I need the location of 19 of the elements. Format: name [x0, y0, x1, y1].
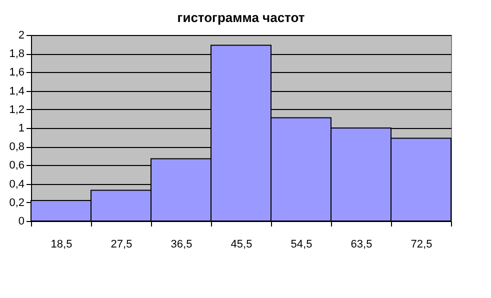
y-tick-label: 1,4: [9, 85, 24, 98]
x-tick-label: 63,5: [350, 238, 372, 250]
y-tick-label: 2: [18, 30, 24, 42]
y-tick-label: 0,2: [9, 196, 24, 209]
x-tick-label: 18,5: [50, 238, 72, 250]
y-tick-label: 1,2: [9, 104, 24, 116]
x-tick-label: 45,5: [230, 238, 252, 250]
chart-title: гистограмма частот: [177, 10, 305, 25]
y-tick-label: 0,8: [9, 141, 24, 154]
x-tick-label: 54,5: [290, 238, 312, 250]
y-tick-label: 1,8: [9, 48, 24, 60]
y-tick-label: 0,6: [9, 160, 24, 172]
y-tick-label: 0,4: [9, 178, 24, 190]
x-tick-label: 36,5: [170, 238, 192, 250]
y-tick-label: 1: [18, 122, 24, 134]
y-tick-label: 0: [18, 216, 24, 228]
y-tick-label: 1,6: [9, 66, 24, 79]
x-tick-label: 72,5: [410, 238, 432, 250]
x-tick-label: 27,5: [110, 238, 132, 250]
